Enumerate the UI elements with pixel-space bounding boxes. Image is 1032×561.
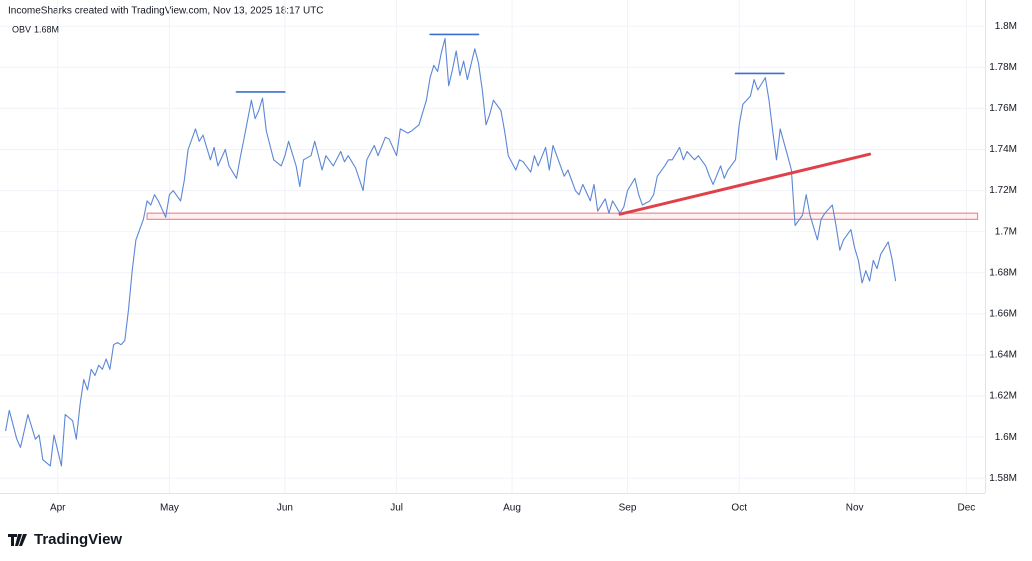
header: IncomeSharks created with TradingView.co…	[8, 6, 324, 17]
logo-text: TradingView	[34, 531, 122, 548]
x-tick-label: Jun	[277, 503, 293, 514]
zone	[146, 212, 979, 220]
x-tick-label: Jul	[390, 503, 403, 514]
y-tick-label: 1.6M	[995, 432, 1017, 443]
y-tick-label: 1.8M	[995, 21, 1017, 32]
x-tick-label: Nov	[846, 503, 864, 514]
x-tick-label: Aug	[503, 503, 521, 514]
logo: TradingView	[8, 531, 122, 548]
logo-icon	[8, 534, 27, 546]
x-tick-label: Apr	[50, 503, 66, 514]
x-tick-label: Oct	[731, 503, 747, 514]
y-tick-label: 1.62M	[989, 391, 1017, 402]
obv-line	[5, 37, 897, 467]
grid	[0, 0, 985, 493]
drawing-line	[618, 152, 872, 216]
x-tick-label: May	[160, 503, 179, 514]
legend-name: OBV	[12, 24, 31, 34]
y-tick-label: 1.78M	[989, 62, 1017, 73]
x-tick-label: Dec	[957, 503, 975, 514]
y-tick-label: 1.68M	[989, 267, 1017, 278]
y-tick-label: 1.74M	[989, 144, 1017, 155]
y-tick-label: 1.66M	[989, 308, 1017, 319]
y-tick-label: 1.58M	[989, 473, 1017, 484]
legend-value: 1.68M	[34, 24, 59, 34]
y-tick-label: 1.64M	[989, 350, 1017, 361]
y-tick-label: 1.7M	[995, 226, 1017, 237]
y-tick-label: 1.76M	[989, 103, 1017, 114]
x-tick-label: Sep	[619, 503, 637, 514]
y-tick-label: 1.72M	[989, 185, 1017, 196]
